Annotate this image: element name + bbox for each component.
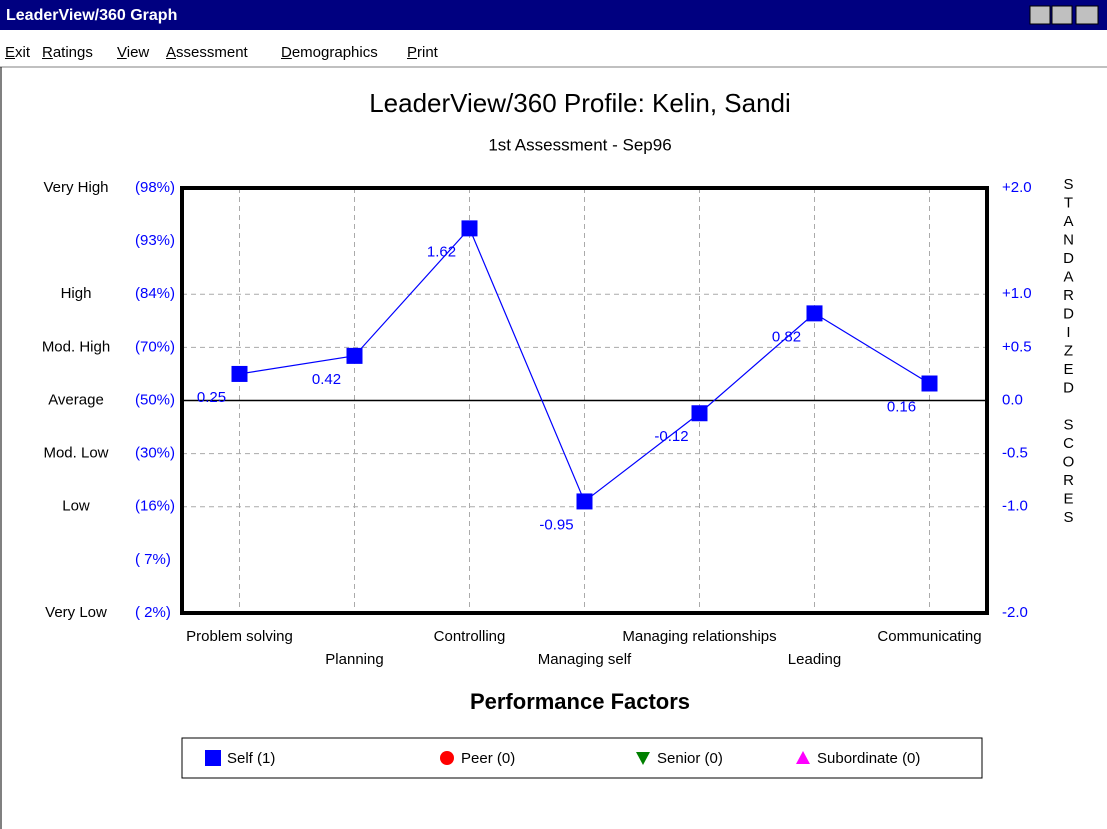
- y2-tick-label: -1.0: [1002, 498, 1028, 515]
- y-tick-label: (50%): [135, 391, 175, 408]
- y-tick-label: (16%): [135, 498, 175, 515]
- data-point: [231, 365, 248, 382]
- y-level-label: Very Low: [45, 604, 107, 621]
- data-label: 0.25: [197, 389, 226, 406]
- y-tick-label: ( 2%): [135, 604, 171, 621]
- x-tick-label: Managing self: [538, 651, 632, 668]
- y-level-label: Low: [62, 498, 90, 515]
- data-point: [806, 305, 823, 322]
- title-bar: [0, 0, 1107, 30]
- chart-title: LeaderView/360 Profile: Kelin, Sandi: [369, 88, 791, 118]
- y2-tick-label: +0.5: [1002, 338, 1032, 355]
- x-tick-label: Planning: [325, 651, 383, 668]
- menu-item[interactable]: Print: [407, 44, 438, 61]
- legend-label: Senior (0): [657, 750, 723, 767]
- menu-bar: Exit Ratings View Assessment Demographics Pri…: [0, 30, 1107, 66]
- menu-item[interactable]: Ratings: [42, 44, 93, 61]
- y2-tick-label: -2.0: [1002, 604, 1028, 621]
- y-level-label: Mod. Low: [43, 445, 108, 462]
- y-tick-label: (30%): [135, 445, 175, 462]
- window-title: LeaderView/360 Graph: [6, 7, 177, 24]
- legend-label: Subordinate (0): [817, 750, 920, 767]
- data-point: [461, 220, 478, 237]
- chart-subtitle: 1st Assessment - Sep96: [488, 135, 671, 154]
- x-tick-label: Problem solving: [186, 628, 293, 645]
- data-label: 0.16: [887, 398, 916, 415]
- data-label: -0.12: [654, 428, 688, 445]
- y2-tick-label: 0.0: [1002, 391, 1023, 408]
- y-tick-label: ( 7%): [135, 551, 171, 568]
- maximize-button[interactable]: [1051, 5, 1073, 25]
- menu-item[interactable]: Demographics: [281, 44, 378, 61]
- data-point: [346, 347, 363, 364]
- data-label: 0.82: [772, 328, 801, 345]
- y2-axis-title: STANDARDIZED SCORES: [1060, 176, 1077, 528]
- legend-marker: [796, 751, 810, 764]
- y2-tick-label: -0.5: [1002, 445, 1028, 462]
- y2-tick-label: +2.0: [1002, 179, 1032, 196]
- y-tick-label: (98%): [135, 179, 175, 196]
- plot-frame: [180, 186, 989, 615]
- data-label: -0.95: [539, 516, 573, 533]
- legend-marker: [636, 752, 650, 765]
- x-tick-label: Controlling: [434, 628, 506, 645]
- minimize-button[interactable]: [1029, 5, 1051, 25]
- x-tick-label: Leading: [788, 651, 841, 668]
- data-label: 0.42: [312, 371, 341, 388]
- y2-tick-label: +1.0: [1002, 285, 1032, 302]
- y-level-label: High: [61, 285, 92, 302]
- x-axis-title: Performance Factors: [470, 689, 690, 714]
- legend-marker: [440, 751, 454, 765]
- data-point: [576, 493, 593, 510]
- y-level-label: Very High: [43, 179, 108, 196]
- y-level-label: Mod. High: [42, 338, 110, 355]
- legend-box: [181, 737, 983, 779]
- y-tick-label: (70%): [135, 338, 175, 355]
- y-tick-label: (84%): [135, 285, 175, 302]
- x-tick-label: Communicating: [877, 628, 981, 645]
- y-tick-label: (93%): [135, 232, 175, 249]
- close-button[interactable]: [1075, 5, 1099, 25]
- data-label: 1.62: [427, 243, 456, 260]
- data-point: [691, 405, 708, 422]
- data-point: [921, 375, 938, 392]
- menu-item[interactable]: View: [117, 44, 150, 61]
- menu-item[interactable]: Assessment: [166, 44, 248, 61]
- x-tick-label: Managing relationships: [622, 628, 776, 645]
- menu-item[interactable]: Exit: [5, 44, 31, 61]
- legend-marker: [205, 750, 221, 766]
- y-level-label: Average: [48, 391, 104, 408]
- legend-label: Peer (0): [461, 750, 515, 767]
- legend-label: Self (1): [227, 750, 275, 767]
